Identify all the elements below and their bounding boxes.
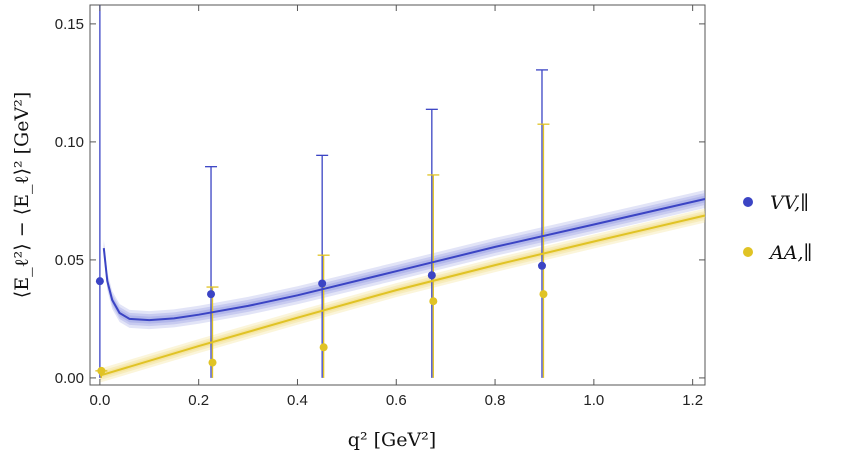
data-point-vv bbox=[95, 277, 104, 286]
x-tick-label: 0.4 bbox=[287, 392, 308, 409]
fit-curve-vv bbox=[102, 198, 706, 322]
data-point-aa bbox=[539, 290, 548, 299]
y-tick-label: 0.10 bbox=[55, 134, 84, 151]
y-tick-label: 0.15 bbox=[55, 16, 84, 33]
data-point-vv bbox=[207, 290, 216, 299]
data-point-aa bbox=[429, 297, 438, 306]
data-point-aa bbox=[97, 366, 106, 375]
data-point-vv bbox=[318, 279, 327, 288]
plot-frame bbox=[89, 4, 706, 386]
data-point-vv bbox=[427, 271, 436, 280]
error-bars bbox=[95, 5, 550, 378]
x-axis-label: q² [GeV²] bbox=[348, 429, 436, 451]
fit-curve-aa bbox=[99, 214, 706, 377]
band-vv bbox=[103, 190, 706, 330]
x-tick-label: 0.2 bbox=[188, 392, 209, 409]
axis-ticks: 0.0 0.2 0.4 0.6 0.8 1.0 1.2 0.00 0.05 0.10 0.15 bbox=[55, 5, 705, 409]
x-tick-label: 0.0 bbox=[89, 392, 110, 409]
x-tick-label: 1.0 bbox=[583, 392, 604, 409]
y-tick-label: 0.05 bbox=[55, 252, 84, 269]
x-tick-label: 1.2 bbox=[682, 392, 703, 409]
fit-curves bbox=[99, 198, 706, 377]
data-point-vv bbox=[537, 261, 546, 270]
x-tick-label: 0.8 bbox=[485, 392, 506, 409]
x-tick-label: 0.6 bbox=[386, 392, 407, 409]
data-points bbox=[95, 261, 548, 375]
legend-label-aa: AA,∥ bbox=[768, 242, 812, 264]
legend-marker-aa bbox=[743, 247, 753, 257]
y-tick-label: 0.00 bbox=[55, 370, 84, 387]
data-point-aa bbox=[208, 358, 217, 367]
legend-marker-vv bbox=[743, 197, 753, 207]
y-axis-label: ⟨E_ℓ²⟩ − ⟨E_ℓ⟩² [GeV²] bbox=[11, 92, 33, 298]
legend-label-vv: VV,∥ bbox=[770, 192, 809, 214]
data-point-aa bbox=[319, 343, 328, 352]
legend: VV,∥ AA,∥ bbox=[743, 192, 812, 264]
band-aa bbox=[99, 211, 705, 381]
